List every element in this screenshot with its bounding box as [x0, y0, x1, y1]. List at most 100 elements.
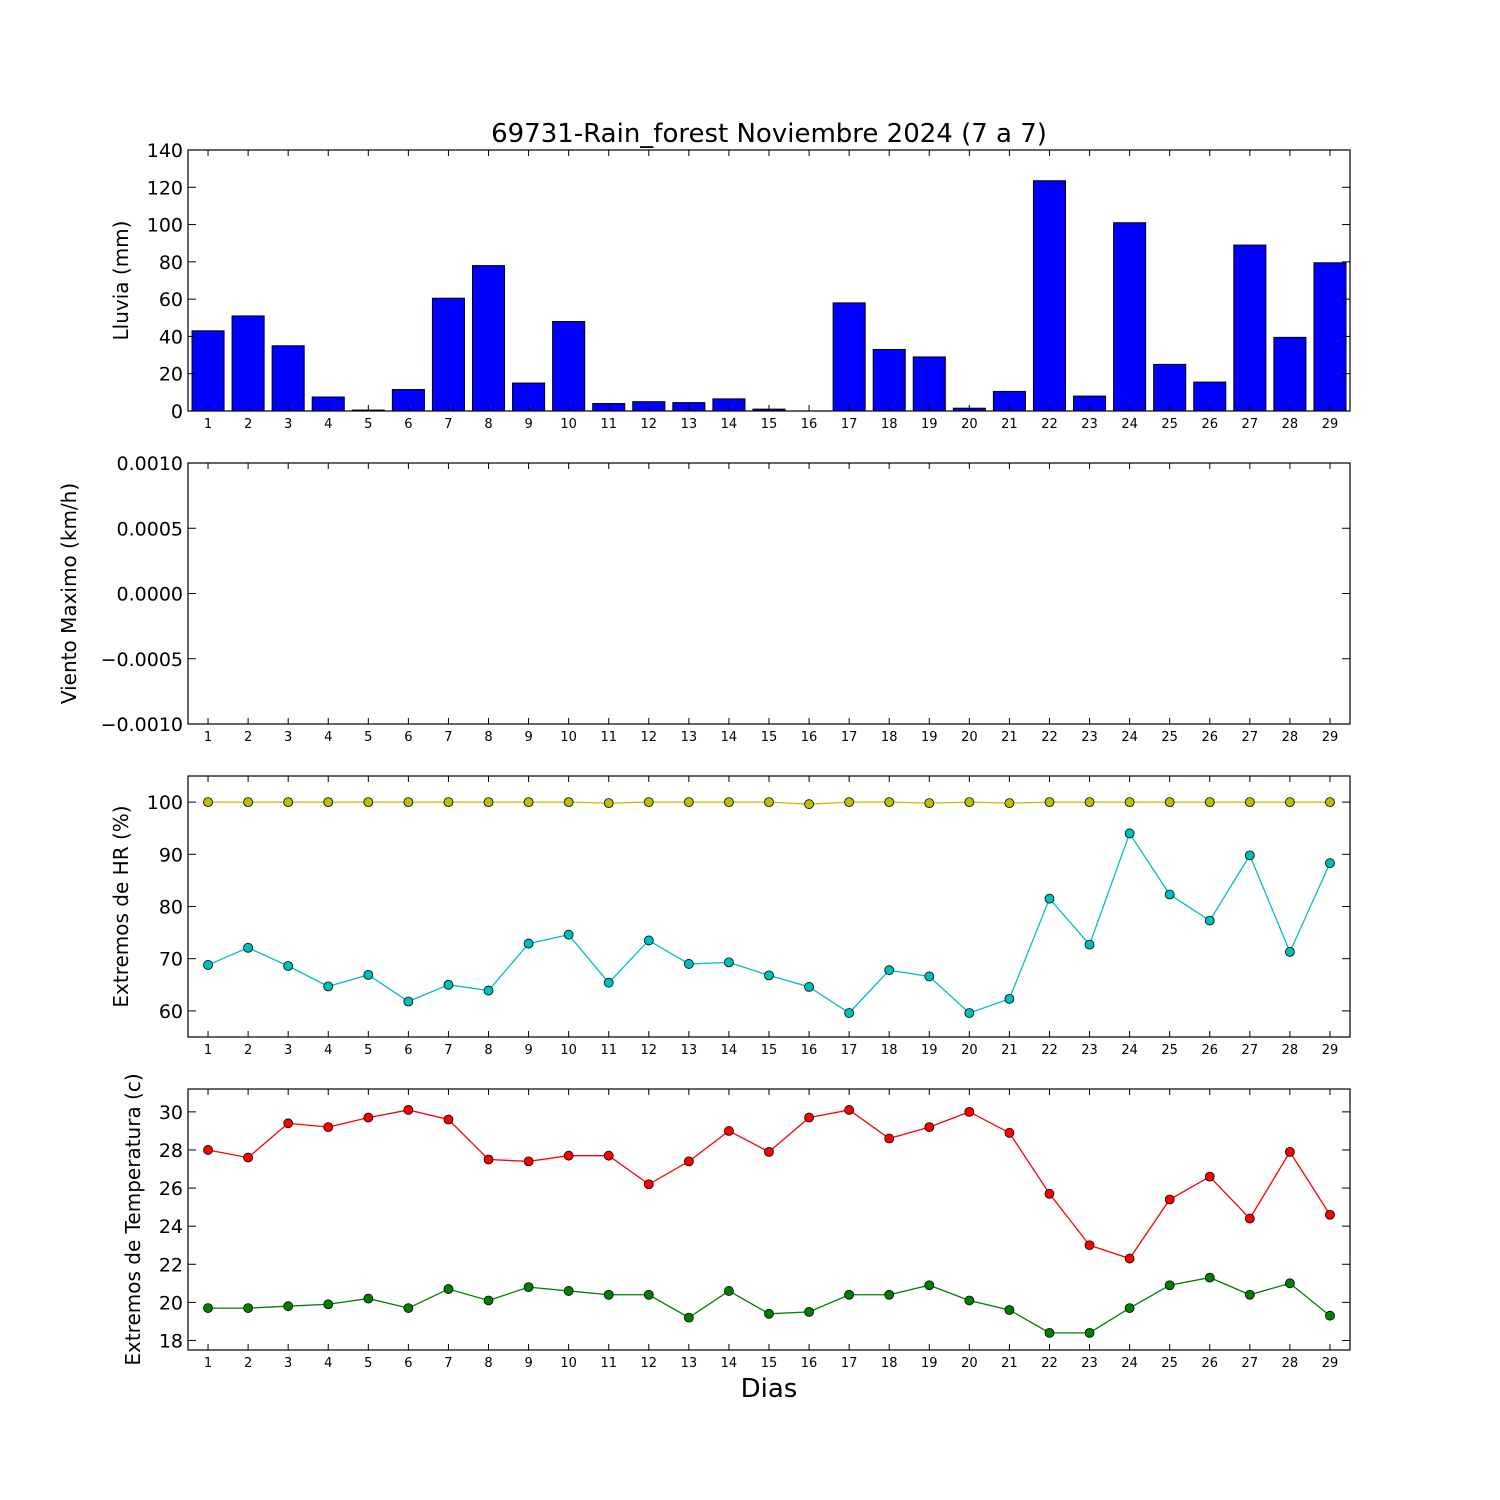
- series-2-point-24: [1124, 1303, 1135, 1313]
- x-tick-label: 16: [801, 1356, 818, 1371]
- bar-day-25: [1153, 363, 1187, 412]
- y-tick-label: 0.0000: [117, 584, 183, 606]
- series-1-point-9: [523, 1156, 534, 1167]
- x-tick-label: 15: [761, 730, 778, 745]
- bar-day-19: [912, 356, 946, 412]
- x-tick-label: 26: [1201, 730, 1218, 745]
- y-tick-label: 26: [159, 1178, 183, 1200]
- x-tick-label: 13: [681, 1043, 698, 1058]
- series-1-point-28: [1285, 797, 1295, 807]
- panel-4: 1 2 3 4 5 6 7 8 9 10 11 12 13 14 15 16 17 18 19 20 21 22 23 24 2…: [121, 1073, 1351, 1371]
- x-tick-label: 21: [1001, 730, 1018, 745]
- series-1-point-10: [563, 797, 574, 807]
- x-tick-label: 17: [841, 417, 858, 432]
- x-tick-label: 25: [1161, 1356, 1178, 1371]
- x-tick-label: 22: [1041, 730, 1058, 745]
- x-tick-label: 1: [204, 1043, 212, 1058]
- x-tick-label: 4: [324, 1043, 332, 1058]
- series-2-point-26: [1204, 1272, 1215, 1283]
- x-tick-label: 29: [1322, 1356, 1339, 1371]
- x-tick-label: 20: [961, 1043, 978, 1058]
- x-tick-label: 24: [1121, 730, 1138, 745]
- series-2-point-5: [363, 969, 374, 980]
- series-2-point-2: [243, 942, 254, 953]
- x-tick-label: 20: [961, 730, 978, 745]
- series-2-point-21: [1004, 993, 1015, 1004]
- x-tick-label: 4: [324, 1356, 332, 1371]
- y-tick-label: 20: [159, 1292, 183, 1314]
- series-1-point-5: [363, 1112, 374, 1123]
- series-1-point-23: [1084, 1240, 1095, 1251]
- x-tick-label: 14: [721, 730, 738, 745]
- bar-day-28: [1273, 336, 1307, 412]
- series-2-point-20: [964, 1295, 975, 1306]
- x-tick-label: 29: [1322, 1043, 1339, 1058]
- series-2-point-11: [603, 1289, 614, 1300]
- y-axis-label: Extremos de HR (%): [109, 805, 133, 1007]
- series-2-point-28: [1285, 947, 1295, 957]
- bar-day-10: [552, 321, 586, 412]
- x-tick-label: 1: [204, 417, 212, 432]
- series-1-point-10: [563, 1150, 574, 1161]
- x-tick-label: 23: [1081, 730, 1098, 745]
- series-1-point-29: [1325, 797, 1335, 807]
- series-2-point-8: [483, 985, 494, 996]
- x-tick-label: 27: [1242, 1356, 1259, 1371]
- series-1-point-20: [964, 1106, 975, 1117]
- series-1-point-26: [1204, 797, 1215, 807]
- x-tick-label: 23: [1081, 1356, 1098, 1371]
- series-1-point-8: [483, 1154, 494, 1165]
- series-2-point-23: [1084, 1327, 1095, 1338]
- x-tick-label: 9: [524, 417, 532, 432]
- y-axis-label: Extremos de Temperatura (c): [121, 1073, 145, 1365]
- series-2-point-10: [563, 1286, 574, 1296]
- x-tick-label: 15: [761, 417, 778, 432]
- y-tick-label: 90: [159, 844, 183, 866]
- x-tick-label: 9: [524, 1043, 532, 1058]
- series-1-point-6: [403, 1105, 414, 1115]
- x-tick-label: 28: [1282, 1356, 1299, 1371]
- series-2-point-23: [1084, 939, 1095, 950]
- y-tick-label: 60: [159, 289, 183, 311]
- y-tick-label: 30: [159, 1102, 183, 1124]
- series-2-point-9: [523, 938, 534, 949]
- series-1-point-14: [724, 797, 734, 807]
- series-2-point-25: [1164, 1280, 1175, 1291]
- series-2-point-1: [203, 960, 213, 970]
- y-tick-label: 18: [159, 1330, 183, 1352]
- series-1-point-23: [1084, 797, 1095, 807]
- series-1-point-27: [1244, 1213, 1255, 1224]
- series-2-point-10: [563, 929, 574, 940]
- series-1-point-1: [203, 797, 213, 807]
- bar-day-2: [231, 315, 265, 412]
- x-tick-label: 11: [600, 1043, 617, 1058]
- bar-day-29: [1313, 262, 1347, 412]
- series-1-point-26: [1204, 1171, 1215, 1182]
- series-1-point-20: [964, 797, 975, 807]
- series-2-point-1: [203, 1303, 213, 1313]
- x-tick-label: 4: [324, 730, 332, 745]
- series-2-point-14: [724, 1286, 734, 1296]
- series-1-point-21: [1004, 1127, 1015, 1138]
- y-tick-label: 140: [147, 140, 183, 162]
- series-1-point-15: [764, 1146, 774, 1157]
- series-2-point-12: [643, 935, 654, 946]
- series-1-point-24: [1124, 797, 1135, 807]
- series-2-point-27: [1244, 1289, 1255, 1300]
- x-tick-label: 6: [404, 730, 412, 745]
- x-tick-label: 26: [1201, 1043, 1218, 1058]
- x-tick-label: 17: [841, 1356, 858, 1371]
- x-tick-label: 22: [1041, 1043, 1058, 1058]
- chart-title: 69731-Rain_forest Noviembre 2024 (7 a 7): [491, 119, 1047, 149]
- series-2-point-20: [964, 1008, 975, 1018]
- series-2-point-28: [1285, 1278, 1295, 1289]
- series-1-point-12: [643, 1179, 654, 1190]
- x-tick-label: 19: [921, 1356, 938, 1371]
- x-tick-label: 19: [921, 730, 938, 745]
- x-tick-label: 2: [244, 730, 252, 745]
- series-1-point-3: [283, 1118, 294, 1129]
- y-tick-label: −0.0005: [101, 649, 183, 671]
- x-tick-label: 15: [761, 1356, 778, 1371]
- x-tick-label: 24: [1121, 1043, 1138, 1058]
- x-tick-label: 25: [1161, 730, 1178, 745]
